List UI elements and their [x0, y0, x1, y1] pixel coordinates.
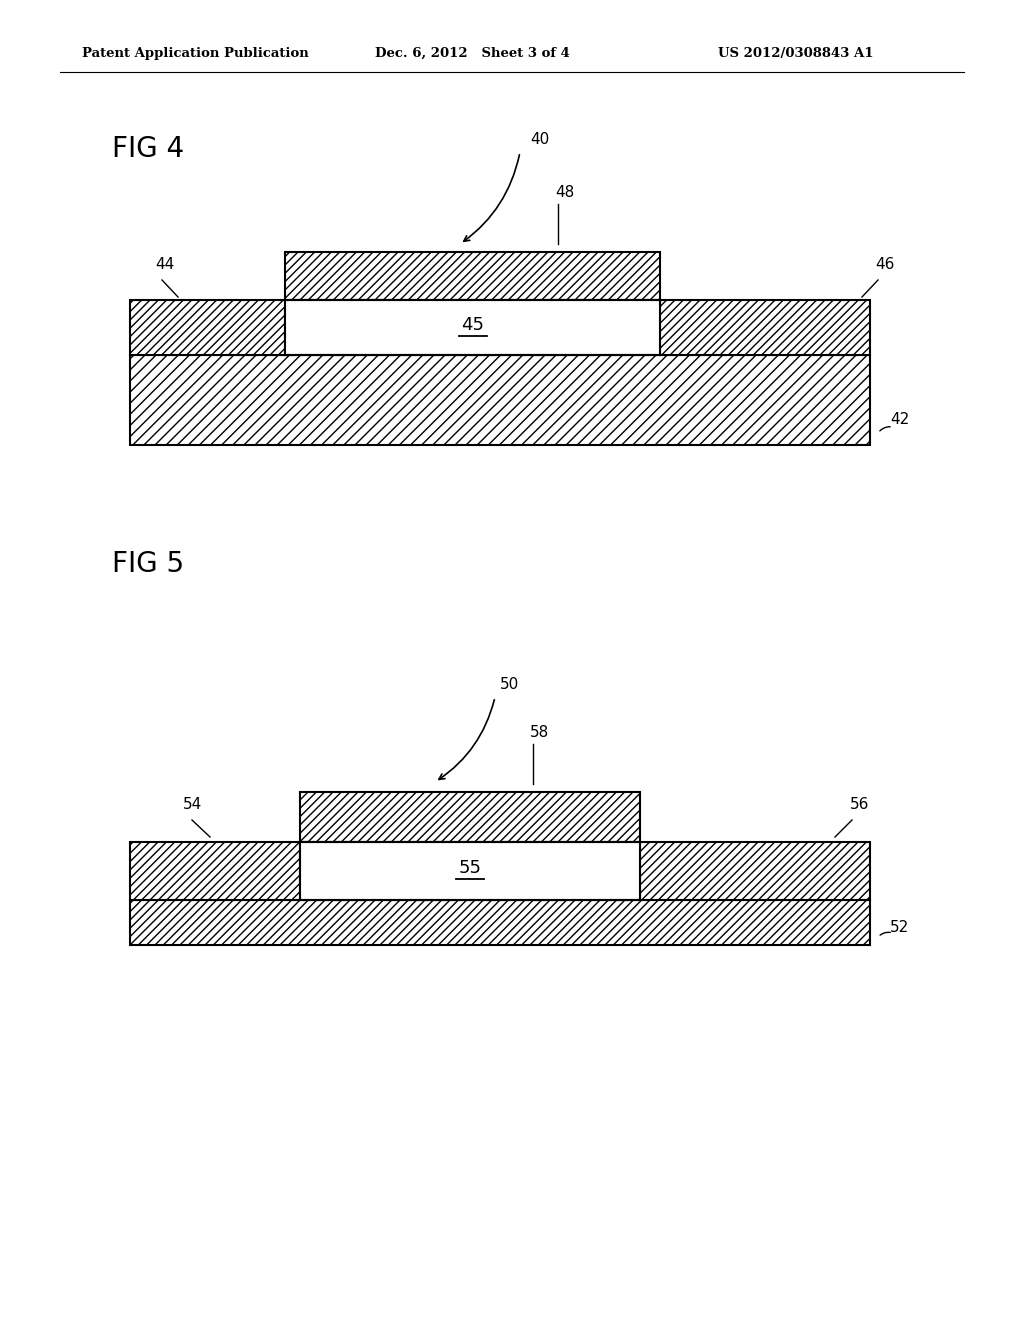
- Bar: [300, 842, 640, 900]
- Bar: [130, 300, 285, 355]
- Text: 45: 45: [461, 315, 484, 334]
- Bar: [130, 900, 870, 945]
- Text: 46: 46: [874, 257, 894, 272]
- Text: 42: 42: [890, 412, 909, 426]
- Text: 44: 44: [155, 257, 174, 272]
- Text: US 2012/0308843 A1: US 2012/0308843 A1: [718, 46, 873, 59]
- Text: Dec. 6, 2012   Sheet 3 of 4: Dec. 6, 2012 Sheet 3 of 4: [375, 46, 570, 59]
- Text: 56: 56: [850, 797, 869, 812]
- Text: 58: 58: [530, 725, 549, 741]
- Text: 52: 52: [890, 920, 909, 935]
- Bar: [130, 842, 300, 900]
- Text: 48: 48: [555, 185, 574, 201]
- Text: Patent Application Publication: Patent Application Publication: [82, 46, 309, 59]
- Text: FIG 5: FIG 5: [112, 550, 184, 578]
- Text: FIG 4: FIG 4: [112, 135, 184, 162]
- Bar: [285, 252, 660, 300]
- Bar: [660, 300, 870, 355]
- Bar: [640, 842, 870, 900]
- Bar: [300, 792, 640, 842]
- Bar: [285, 300, 660, 355]
- Text: 40: 40: [530, 132, 549, 147]
- Text: 54: 54: [183, 797, 203, 812]
- Text: 55: 55: [459, 859, 481, 876]
- Bar: [130, 355, 870, 445]
- Text: 50: 50: [500, 677, 519, 692]
